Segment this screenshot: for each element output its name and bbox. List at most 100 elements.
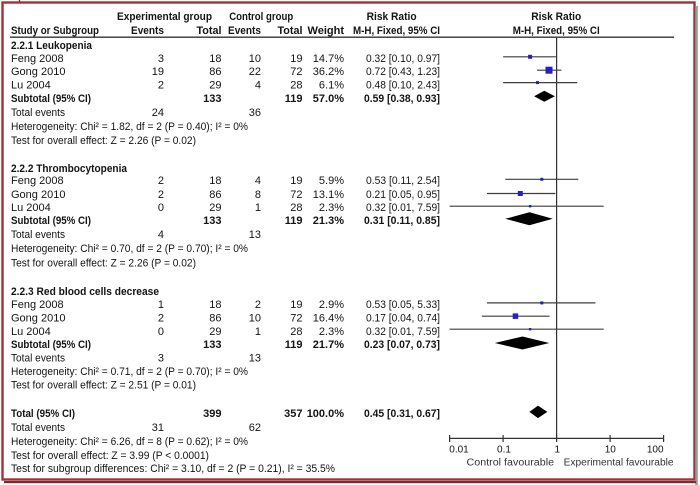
svg-text:36.2%: 36.2%	[313, 66, 344, 78]
svg-text:0.45 [0.31, 0.67]: 0.45 [0.31, 0.67]	[364, 408, 440, 420]
svg-text:Lu 2004: Lu 2004	[11, 326, 51, 338]
svg-text:0.32 [0.01, 7.59]: 0.32 [0.01, 7.59]	[366, 326, 440, 338]
svg-text:6.1%: 6.1%	[319, 79, 344, 91]
svg-text:86: 86	[209, 313, 221, 325]
svg-text:4: 4	[255, 175, 261, 187]
svg-text:M-H, Fixed, 95% CI: M-H, Fixed, 95% CI	[513, 25, 600, 37]
svg-text:Control group: Control group	[229, 11, 293, 23]
svg-text:Test for overall effect: Z = 2: Test for overall effect: Z = 2.51 (P = 0…	[11, 380, 196, 392]
svg-text:86: 86	[209, 66, 221, 78]
svg-text:13.1%: 13.1%	[313, 189, 344, 201]
svg-text:Lu 2004: Lu 2004	[11, 202, 51, 214]
svg-text:119: 119	[285, 215, 303, 227]
svg-text:29: 29	[209, 326, 221, 338]
svg-text:Experimental favourable: Experimental favourable	[564, 458, 674, 469]
svg-text:Heterogeneity: Chi² = 0.70, df: Heterogeneity: Chi² = 0.70, df = 2 (P = …	[11, 243, 248, 255]
svg-text:72: 72	[290, 66, 302, 78]
svg-text:0.72 [0.43, 1.23]: 0.72 [0.43, 1.23]	[366, 66, 440, 78]
svg-text:Heterogeneity: Chi² = 6.26, df: Heterogeneity: Chi² = 6.26, df = 8 (P = …	[11, 436, 248, 448]
svg-text:119: 119	[285, 339, 303, 351]
svg-text:2.2.3 Red blood cells decrease: 2.2.3 Red blood cells decrease	[11, 286, 159, 298]
svg-text:Total (95% CI): Total (95% CI)	[11, 408, 75, 420]
svg-text:19: 19	[290, 175, 302, 187]
svg-text:Weight: Weight	[308, 25, 345, 37]
svg-text:5.9%: 5.9%	[319, 175, 344, 187]
svg-text:Total events: Total events	[11, 422, 65, 434]
svg-text:Test for overall effect: Z = 3: Test for overall effect: Z = 3.99 (P < 0…	[11, 450, 209, 462]
svg-text:Risk Ratio: Risk Ratio	[531, 11, 581, 23]
svg-text:57.0%: 57.0%	[313, 93, 344, 105]
svg-text:Control favourable: Control favourable	[467, 458, 555, 469]
svg-text:0.48 [0.10, 2.43]: 0.48 [0.10, 2.43]	[366, 79, 440, 91]
svg-text:10: 10	[249, 53, 261, 65]
svg-text:Experimental group: Experimental group	[117, 11, 212, 23]
svg-text:24: 24	[152, 107, 164, 119]
svg-text:0.53 [0.05, 5.33]: 0.53 [0.05, 5.33]	[366, 299, 440, 311]
svg-text:19: 19	[152, 66, 164, 78]
svg-text:Heterogeneity: Chi² = 1.82, df: Heterogeneity: Chi² = 1.82, df = 2 (P = …	[11, 121, 248, 133]
svg-text:Test for overall effect: Z = 2: Test for overall effect: Z = 2.26 (P = 0…	[11, 135, 196, 147]
svg-text:1: 1	[555, 445, 561, 456]
svg-text:Feng 2008: Feng 2008	[11, 299, 64, 311]
svg-text:72: 72	[290, 189, 302, 201]
svg-text:2.3%: 2.3%	[319, 202, 344, 214]
svg-text:4: 4	[158, 229, 164, 241]
svg-text:10: 10	[605, 445, 617, 456]
svg-text:0.1: 0.1	[497, 445, 511, 456]
svg-text:Test for overall effect: Z = 2: Test for overall effect: Z = 2.26 (P = 0…	[11, 258, 196, 270]
svg-text:1: 1	[255, 202, 261, 214]
svg-text:Total events: Total events	[11, 107, 65, 119]
svg-text:22: 22	[249, 66, 261, 78]
svg-text:2: 2	[158, 189, 164, 201]
svg-text:Study or Subgroup: Study or Subgroup	[11, 25, 99, 37]
svg-text:2.2.1 Leukopenia: 2.2.1 Leukopenia	[11, 40, 93, 52]
svg-text:2: 2	[158, 79, 164, 91]
svg-text:0.21 [0.05, 0.95]: 0.21 [0.05, 0.95]	[366, 189, 440, 201]
svg-text:1: 1	[158, 299, 164, 311]
svg-text:29: 29	[209, 79, 221, 91]
svg-text:2.2.2 Thrombocytopenia: 2.2.2 Thrombocytopenia	[11, 163, 128, 175]
svg-text:21.7%: 21.7%	[313, 339, 344, 351]
svg-text:100.0%: 100.0%	[307, 408, 345, 420]
svg-text:18: 18	[209, 53, 221, 65]
svg-text:14.7%: 14.7%	[313, 53, 344, 65]
svg-text:18: 18	[209, 175, 221, 187]
svg-text:72: 72	[290, 313, 302, 325]
svg-text:36: 36	[249, 107, 261, 119]
svg-text:31: 31	[152, 422, 164, 434]
svg-text:19: 19	[290, 299, 302, 311]
svg-text:3: 3	[158, 353, 164, 365]
svg-text:Risk Ratio: Risk Ratio	[367, 11, 417, 23]
svg-text:1: 1	[255, 326, 261, 338]
svg-text:2: 2	[158, 175, 164, 187]
svg-text:0.01: 0.01	[449, 445, 469, 456]
svg-text:Total events: Total events	[11, 229, 65, 241]
svg-text:62: 62	[249, 422, 261, 434]
svg-text:13: 13	[249, 353, 261, 365]
svg-text:Subtotal (95% CI): Subtotal (95% CI)	[11, 215, 91, 227]
svg-text:2: 2	[255, 299, 261, 311]
svg-text:28: 28	[290, 202, 302, 214]
svg-text:M-H, Fixed, 95% CI: M-H, Fixed, 95% CI	[353, 25, 440, 37]
svg-text:Heterogeneity: Chi² = 0.71, df: Heterogeneity: Chi² = 0.71, df = 2 (P = …	[11, 366, 248, 378]
svg-text:0.53 [0.11, 2.54]: 0.53 [0.11, 2.54]	[366, 175, 440, 187]
svg-text:Gong 2010: Gong 2010	[11, 66, 65, 78]
svg-text:Total: Total	[197, 25, 222, 37]
svg-text:28: 28	[290, 326, 302, 338]
svg-text:2.9%: 2.9%	[319, 299, 344, 311]
svg-text:29: 29	[209, 202, 221, 214]
svg-text:Feng 2008: Feng 2008	[11, 53, 64, 65]
svg-text:19: 19	[290, 53, 302, 65]
svg-text:0.59 [0.38, 0.93]: 0.59 [0.38, 0.93]	[364, 93, 440, 105]
svg-text:Total events: Total events	[11, 353, 65, 365]
svg-text:10: 10	[249, 313, 261, 325]
svg-text:28: 28	[290, 79, 302, 91]
svg-text:0: 0	[158, 326, 164, 338]
svg-text:399: 399	[203, 408, 221, 420]
svg-text:357: 357	[284, 408, 302, 420]
svg-text:Subtotal (95% CI): Subtotal (95% CI)	[11, 93, 91, 105]
svg-text:0.17 [0.04, 0.74]: 0.17 [0.04, 0.74]	[366, 313, 440, 325]
svg-text:16.4%: 16.4%	[313, 313, 344, 325]
svg-text:4: 4	[255, 79, 261, 91]
svg-text:Subtotal (95% CI): Subtotal (95% CI)	[11, 339, 91, 351]
